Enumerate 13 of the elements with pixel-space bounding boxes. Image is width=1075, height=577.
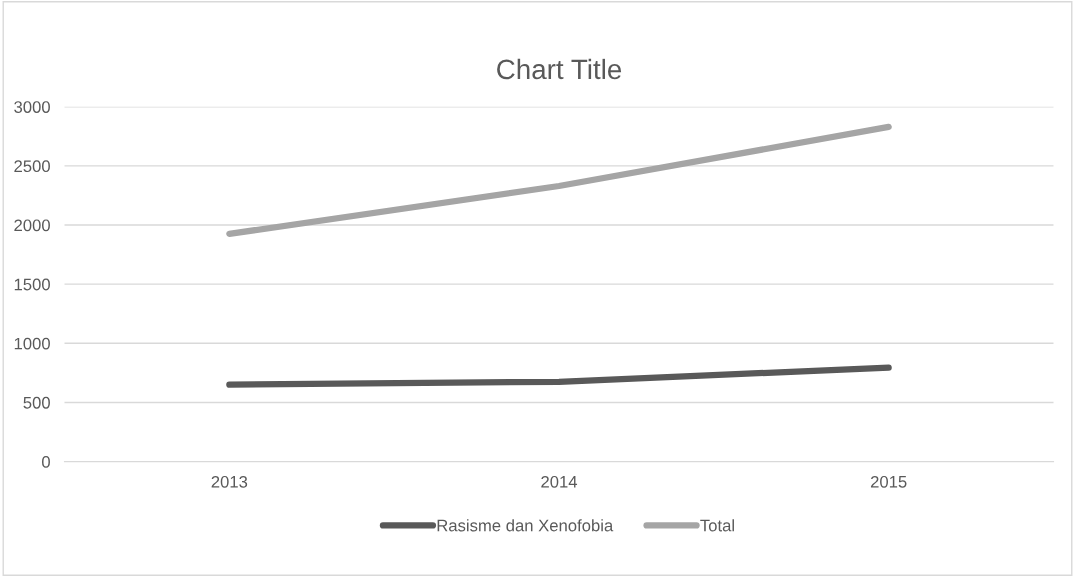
chart-title: Chart Title	[497, 58, 622, 80]
y-tick-label: 2000	[14, 219, 50, 232]
x-tick-label: 2015	[870, 475, 907, 488]
x-tick-label: 2013	[211, 475, 248, 488]
x-tick-label: 2014	[541, 475, 578, 488]
y-tick-label: 0	[41, 456, 50, 468]
y-tick-label: 1000	[14, 337, 50, 350]
y-tick-label: 1500	[14, 278, 50, 291]
legend-label: Total	[700, 519, 734, 532]
y-tick-label: 3000	[14, 101, 50, 113]
y-tick-label: 2500	[14, 160, 50, 173]
y-tick-label: 500	[23, 396, 50, 409]
legend-label: Rasisme dan Xenofobia	[437, 519, 614, 532]
